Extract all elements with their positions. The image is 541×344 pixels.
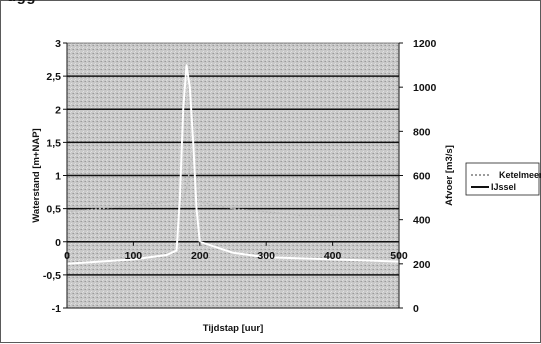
series-0-point-14 [365, 214, 367, 217]
series-0-point-12 [298, 214, 301, 217]
series-0-point-6 [189, 168, 191, 170]
x-tick-label-1: 100 [125, 250, 143, 262]
y2-tick-label-5: 1000 [413, 82, 437, 94]
series-1-point-6 [185, 64, 188, 66]
series-0-point-3 [165, 201, 168, 203]
y2-tick-label-1: 200 [413, 259, 431, 271]
x-tick-label-3: 300 [257, 250, 275, 262]
series-1-point-1 [132, 258, 135, 261]
y2-tick-label-0: 0 [413, 303, 419, 315]
series-1-point-4 [179, 196, 181, 199]
y2-tick-label-6: 1200 [413, 38, 437, 50]
series-1-point-12 [265, 256, 268, 259]
x-axis-title: Tijdstap [uur] [203, 323, 264, 334]
series-0-point-13 [331, 214, 334, 217]
y-tick-label-6: 2 [55, 104, 61, 116]
y2-tick-label-4: 800 [413, 126, 431, 138]
series-0-point-1 [99, 207, 101, 210]
legend-box [465, 162, 540, 196]
y2-axis-title: Afvoer [m3/s] [444, 145, 455, 206]
axes: -1-0,500,511,522,53020040060080010001200… [31, 38, 455, 334]
y-tick-label-2: 0 [55, 237, 61, 249]
y-tick-label-1: -0,5 [43, 270, 61, 282]
series-0-point-5 [185, 187, 188, 190]
x-tick-label-2: 200 [191, 250, 209, 262]
y-tick-label-3: 0,5 [46, 204, 61, 216]
legend: Ketelmeer IJssel [465, 162, 541, 196]
y-tick-label-4: 1 [55, 171, 61, 183]
series-0-point-10 [232, 207, 234, 210]
plot-area [66, 43, 400, 308]
series-0-point-2 [132, 204, 135, 207]
x-tick-label-5: 500 [390, 250, 408, 262]
series-1-point-7 [189, 86, 191, 88]
y2-tick-label-2: 400 [413, 215, 431, 227]
series-0-point-11 [265, 211, 268, 213]
y-axis-title: Waterstand [m+NAP] [31, 128, 42, 222]
series-1-point-8 [192, 141, 194, 144]
legend-label-1: IJssel [491, 182, 516, 192]
cropped-heading-fragment: ugg [7, 0, 36, 5]
series-1-point-5 [182, 108, 184, 111]
series-0-point-9 [199, 201, 201, 203]
x-tick-label-4: 400 [324, 250, 342, 262]
x-tick-label-0: 0 [64, 250, 70, 262]
series-1-point-11 [232, 251, 234, 254]
y-tick-label-0: -1 [52, 303, 61, 315]
y2-tick-label-3: 600 [413, 171, 431, 183]
y-tick-label-5: 1,5 [46, 137, 61, 149]
series-0-point-4 [182, 197, 184, 200]
y-tick-label-8: 3 [55, 38, 61, 50]
series-1-point-3 [175, 249, 178, 252]
series-1-point-2 [165, 254, 168, 256]
series-1-point-13 [331, 258, 334, 261]
series-1-point-9 [195, 207, 198, 210]
legend-label-0: Ketelmeer [499, 170, 541, 180]
y-tick-label-7: 2,5 [46, 71, 61, 83]
